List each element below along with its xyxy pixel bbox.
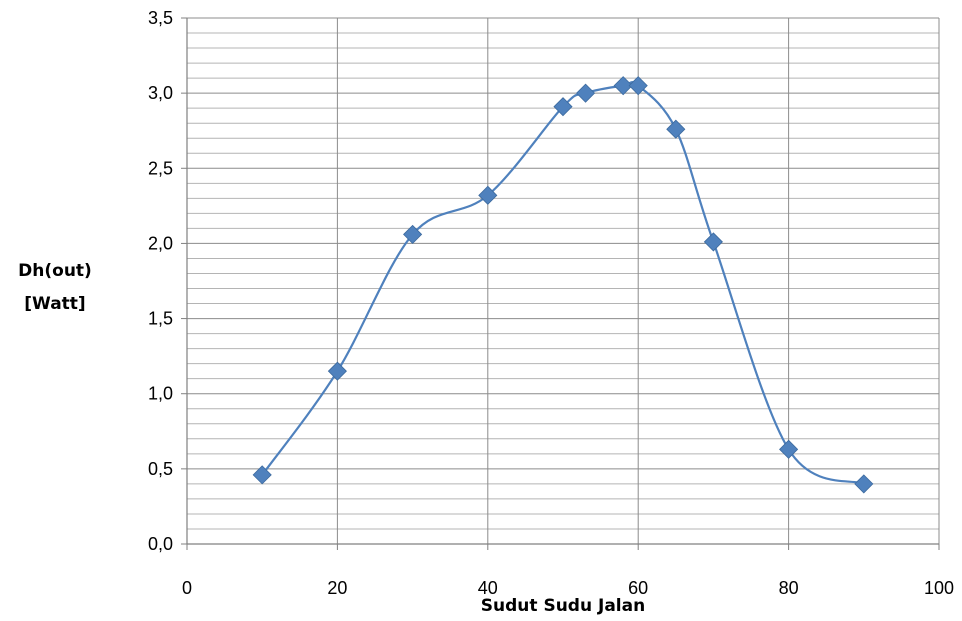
data-point-marker [575,83,596,103]
tick-labels: 0,0 0,5 1,0 1,5 2,0 2,5 3,0 3,5 0 20 40 60 80 100 [148,8,954,598]
data-point-marker [703,232,723,252]
y-tick-label: 2,0 [148,233,173,253]
x-tick-label: 0 [182,578,192,598]
y-tick-label: 3,5 [148,8,173,28]
data-point-marker [854,474,874,494]
data-point-marker [327,361,347,381]
x-axis-title: Sudut Sudu Jalan [481,596,645,616]
y-tick-label: 3,0 [148,83,173,103]
x-tick-label: 40 [478,578,498,598]
y-tick-label: 0,0 [148,534,173,554]
data-point-marker [403,224,423,244]
series [261,81,865,485]
data-point-marker [478,185,498,205]
axes [181,17,940,550]
data-point-marker [628,76,648,96]
grid [187,17,940,544]
series-line [261,81,865,485]
x-tick-label: 80 [779,578,799,598]
x-tick-label: 100 [924,578,954,598]
y-axis-title-line-1: Dh(out) [18,261,92,281]
x-tick-label: 60 [628,578,648,598]
markers [252,76,874,494]
y-tick-label: 1,0 [148,384,173,404]
data-point-marker [252,465,272,485]
data-point-marker [613,76,633,96]
y-tick-label: 2,5 [148,158,173,178]
y-axis-title-line-2: [Watt] [24,294,85,314]
y-tick-label: 0,5 [148,459,173,479]
y-tick-label: 1,5 [148,309,173,329]
x-tick-label: 20 [327,578,347,598]
data-point-marker [553,97,573,117]
data-point-marker [779,439,799,459]
data-point-marker [666,119,686,139]
